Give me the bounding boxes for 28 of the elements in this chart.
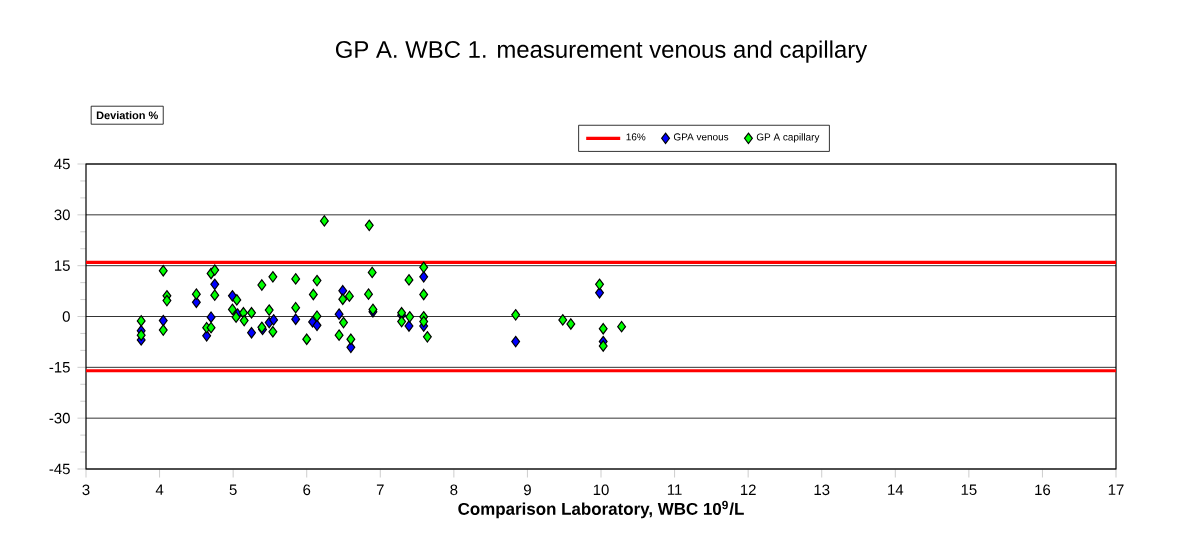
y-tick-label: -30 [49,412,70,424]
y-axis-title: Deviation % [96,111,158,120]
x-tick-label: 11 [667,484,682,495]
x-tick-label: 9 [523,484,531,496]
y-tick-label: -45 [49,463,70,475]
x-tick-label: 8 [450,484,458,496]
y-tick-label: 30 [54,209,70,221]
y-tick-label: 15 [54,260,70,271]
y-tick-label: 0 [62,311,70,322]
x-tick-label: 16 [1035,484,1051,496]
x-tick-label: 5 [229,484,237,495]
x-tick-label: 17 [1108,484,1124,495]
x-tick-label: 10 [593,484,609,496]
legend-label: GPA venous [673,133,729,141]
y-tick-label: -15 [49,362,70,373]
legend-label: 16% [626,133,646,141]
x-tick-label: 14 [888,484,904,495]
legend-label: GP A capillary [756,133,820,143]
x-tick-label: 7 [376,484,384,495]
x-tick-label: 6 [303,484,311,496]
x-tick-label: 13 [814,484,830,496]
x-tick-label: 3 [82,484,90,496]
x-tick-label: 15 [961,484,977,495]
x-tick-label: 12 [740,484,756,495]
x-axis-title: Comparison Laboratory, WBC 10$^{9}$/L [458,500,744,519]
x-tick-label: 4 [155,484,164,495]
y-tick-label: 45 [54,158,70,170]
chart-title: GP A. WBC 1. measurement venous and capillary [335,40,868,63]
